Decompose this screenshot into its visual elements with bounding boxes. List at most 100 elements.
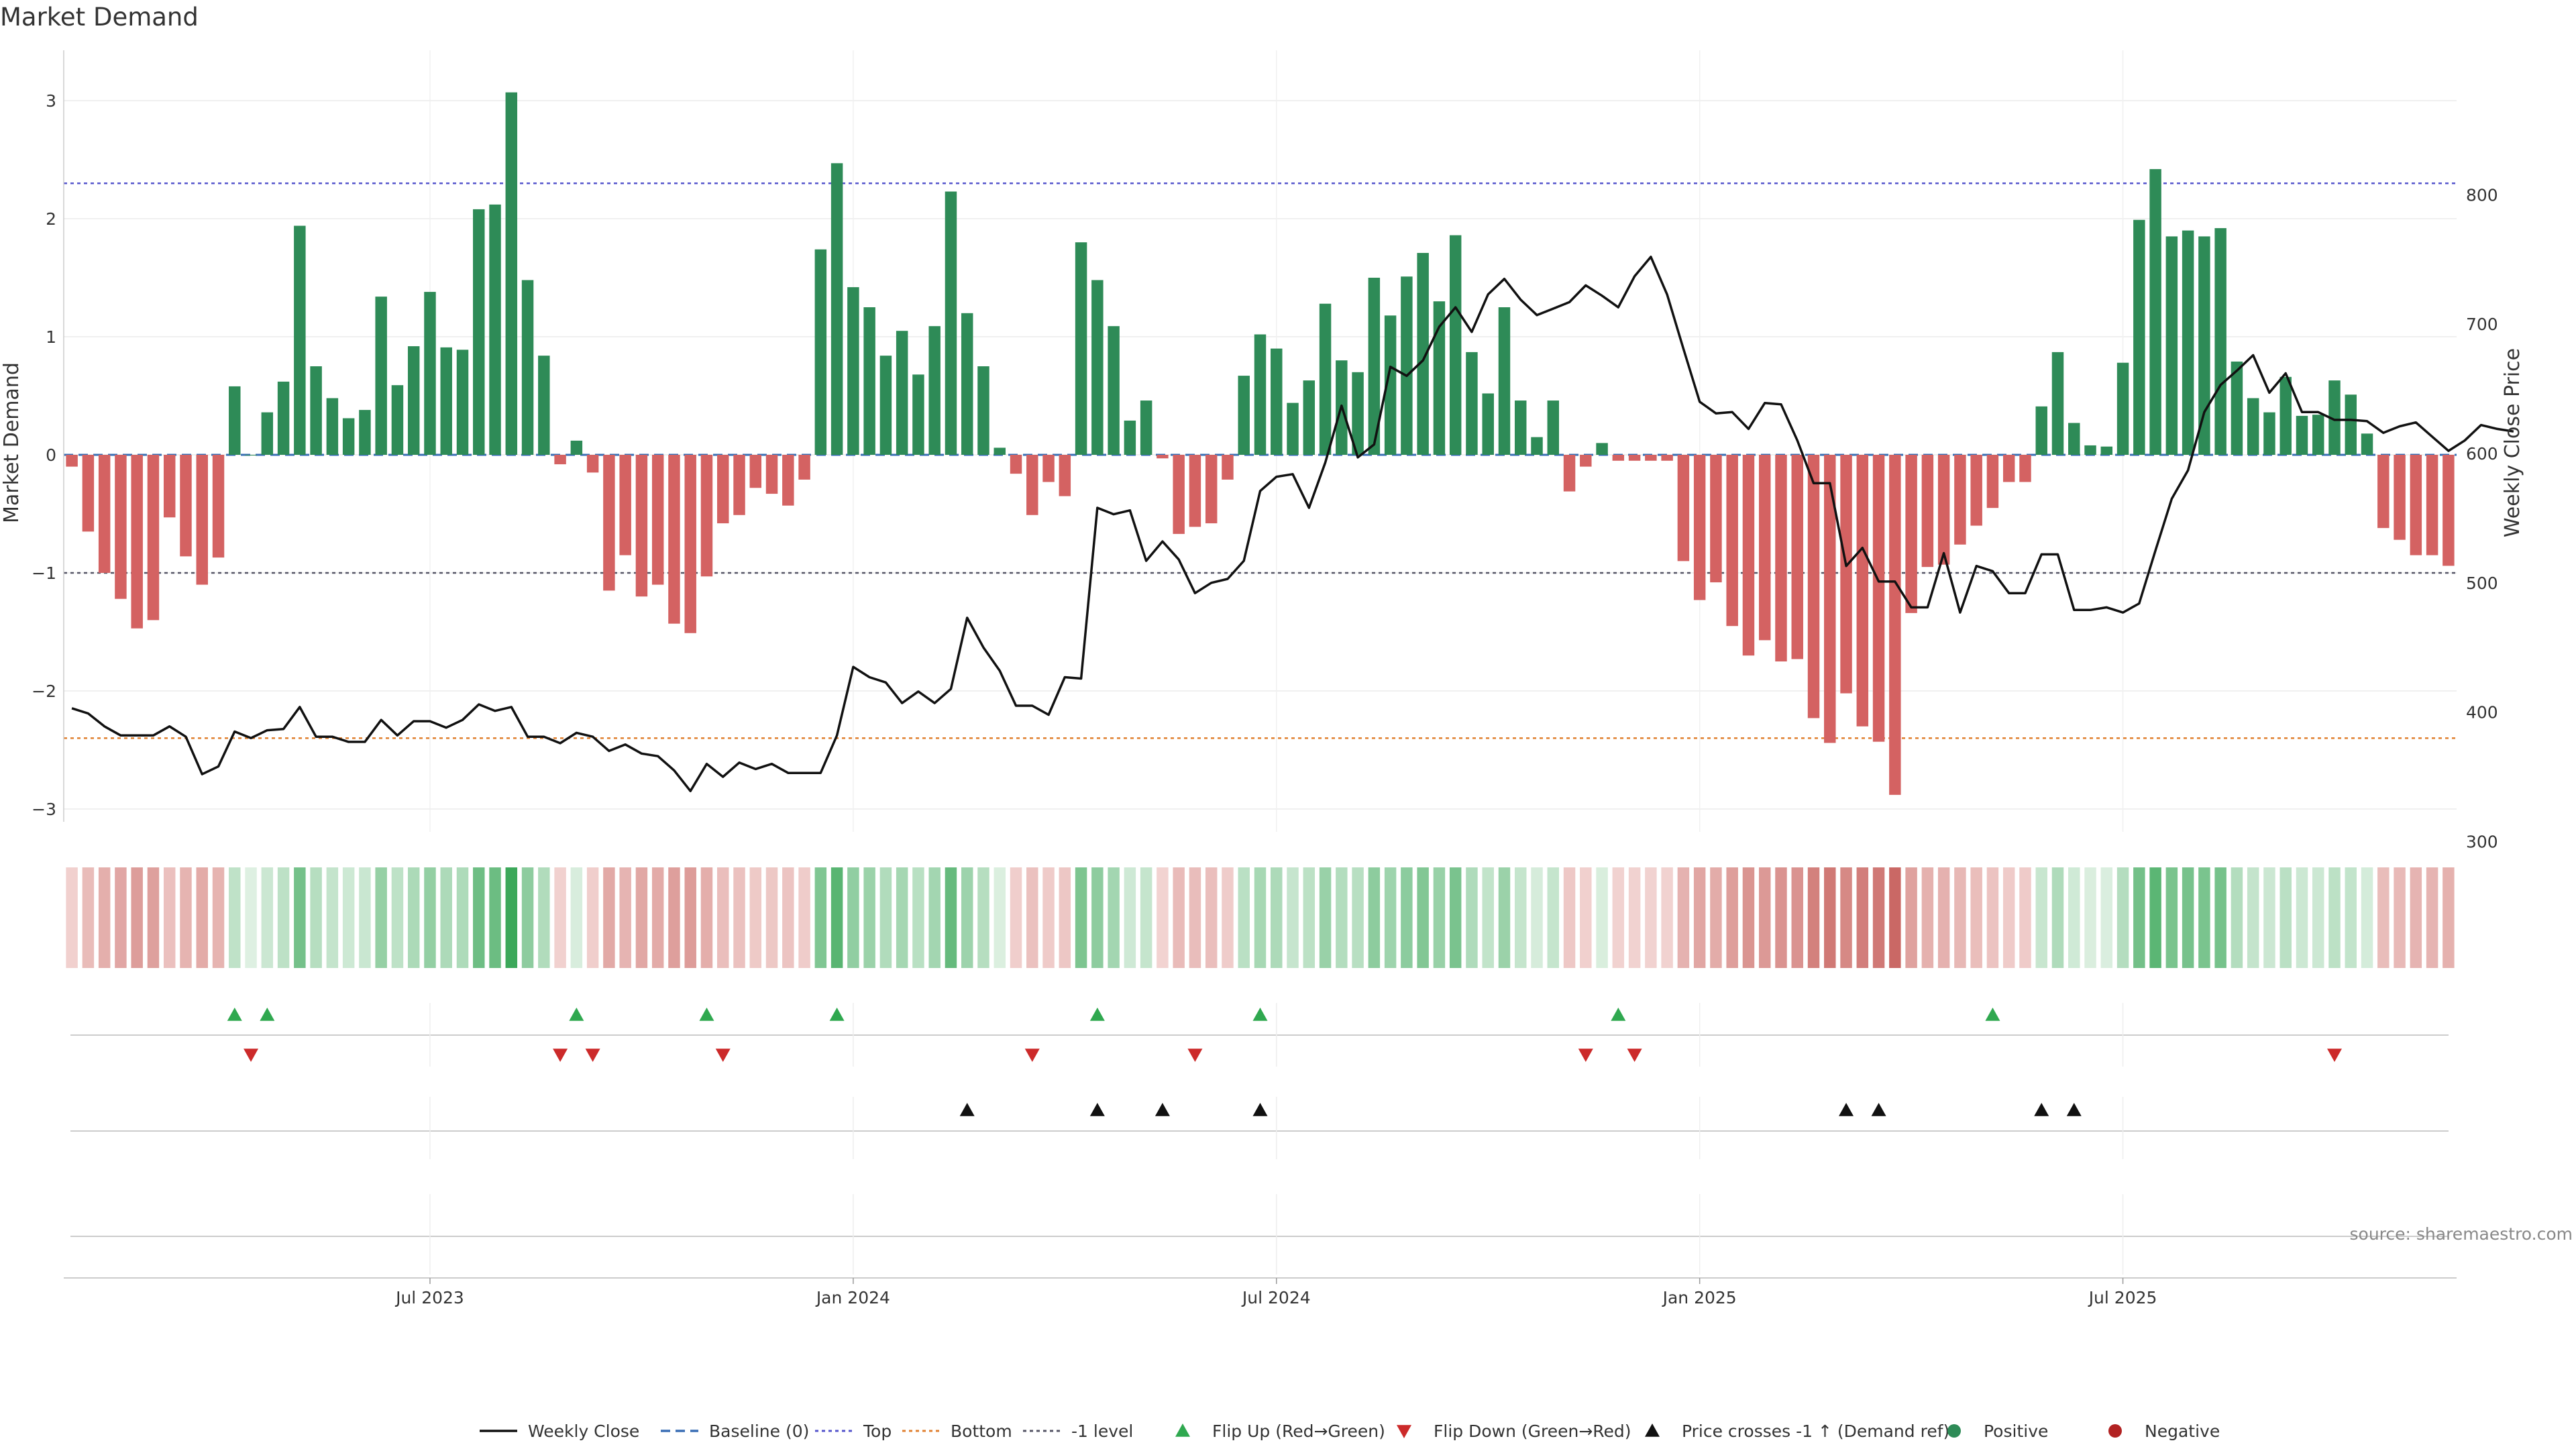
heat-cell: [489, 867, 501, 968]
heat-cell: [879, 867, 892, 968]
flip-down-marker: [244, 1049, 259, 1062]
legend-label: Negative: [2145, 1421, 2220, 1441]
heat-cell: [896, 867, 908, 968]
y2-tick-label: 500: [2466, 574, 2498, 593]
y-tick-label: −2: [32, 682, 56, 701]
y2-tick-label: 700: [2466, 315, 2498, 334]
demand-bar: [375, 297, 387, 455]
legend-swatch-circle: [2108, 1424, 2122, 1438]
y-tick-label: −3: [32, 800, 56, 819]
demand-bar: [749, 455, 762, 488]
heat-cell: [1531, 867, 1543, 968]
price-cross-row: [70, 1097, 2449, 1159]
heat-cell: [196, 867, 208, 968]
heat-cell: [1173, 867, 1185, 968]
flip-up-marker: [1089, 1008, 1105, 1021]
demand-bar: [1710, 455, 1722, 583]
flip-down-marker: [1578, 1049, 1593, 1062]
demand-bar: [668, 455, 680, 624]
heat-cell: [863, 867, 875, 968]
demand-bar: [261, 412, 274, 455]
heat-cell: [2068, 867, 2080, 968]
heat-cell: [1596, 867, 1608, 968]
demand-bar: [961, 313, 973, 455]
heat-cell: [1742, 867, 1755, 968]
legend-item: Top: [815, 1421, 892, 1441]
heat-cell: [115, 867, 127, 968]
demand-bar: [2296, 415, 2308, 455]
demand-bar: [212, 455, 225, 558]
heat-cell: [651, 867, 664, 968]
demand-bar: [1384, 315, 1397, 455]
demand-bar: [1222, 455, 1234, 480]
demand-bar: [1563, 455, 1576, 492]
heat-cell: [1693, 867, 1706, 968]
price-cross-marker: [1871, 1103, 1886, 1116]
demand-bar: [2361, 433, 2373, 455]
flip-up-marker: [1252, 1008, 1268, 1021]
heat-cell: [1319, 867, 1332, 968]
demand-bar: [66, 455, 78, 467]
heat-cell: [212, 867, 225, 968]
demand-bar: [2328, 380, 2341, 455]
x-tick-label: Jul 2025: [2088, 1288, 2157, 1307]
demand-bar: [1352, 372, 1364, 455]
demand-bar: [1596, 443, 1608, 455]
demand-bar: [863, 307, 875, 455]
heat-cell: [1433, 867, 1446, 968]
demand-bar: [1010, 455, 1022, 474]
y2-axis-label: Weekly Close Price: [2501, 348, 2524, 537]
heat-cell: [2051, 867, 2064, 968]
heat-cell: [2426, 867, 2438, 968]
heat-cell: [1059, 867, 1071, 968]
heat-cell: [847, 867, 859, 968]
source-note: source: sharemaestro.com: [2350, 1224, 2573, 1244]
legend-item: Negative: [2108, 1421, 2220, 1441]
heat-cell: [1449, 867, 1462, 968]
heat-cell: [2247, 867, 2259, 968]
flip-up-marker: [1985, 1008, 2000, 1021]
flip-up-marker: [260, 1008, 275, 1021]
demand-bar: [2247, 398, 2259, 455]
heat-cell: [1954, 867, 1966, 968]
reference-lines: [64, 182, 2457, 739]
legend-item: Weekly Close: [480, 1421, 639, 1441]
heat-cell: [717, 867, 729, 968]
demand-bar: [131, 455, 143, 629]
legend-label: -1 level: [1071, 1421, 1133, 1441]
demand-bar: [2214, 228, 2226, 455]
price-cross-marker: [1089, 1103, 1105, 1116]
heat-cell: [1515, 867, 1527, 968]
heat-cell: [749, 867, 762, 968]
heat-cell: [163, 867, 176, 968]
heat-cell: [473, 867, 485, 968]
heat-cell: [619, 867, 631, 968]
price-cross-marker: [1252, 1103, 1268, 1116]
heat-cell: [1547, 867, 1560, 968]
heat-cell: [1937, 867, 1950, 968]
demand-bar: [1547, 400, 1560, 455]
heat-cell: [66, 867, 78, 968]
legend-swatch-up-triangle: [1645, 1424, 1660, 1437]
demand-bar: [163, 455, 176, 518]
heat-cell: [684, 867, 696, 968]
heat-cell: [1189, 867, 1201, 968]
legend-swatch-down-triangle: [1397, 1425, 1411, 1438]
demand-bar: [1889, 455, 1901, 795]
demand-bar: [2279, 376, 2292, 455]
left-y-axis: 3 2 1 0 −1 −2 −3: [32, 50, 64, 822]
legend-swatch-up-triangle: [1175, 1424, 1190, 1437]
heat-cell: [1254, 867, 1267, 968]
demand-bar: [1726, 455, 1738, 627]
heat-cell: [1108, 867, 1120, 968]
x-tick-label: Jul 2023: [394, 1288, 464, 1307]
heat-cell: [1791, 867, 1803, 968]
heat-cell: [1352, 867, 1364, 968]
demand-bar: [2377, 455, 2390, 529]
heat-cell: [1091, 867, 1104, 968]
demand-bar: [1157, 455, 1169, 459]
x-tick-label: Jan 2024: [815, 1288, 890, 1307]
heat-cell: [2214, 867, 2226, 968]
heat-cell: [2231, 867, 2243, 968]
demand-bar: [2312, 415, 2324, 455]
